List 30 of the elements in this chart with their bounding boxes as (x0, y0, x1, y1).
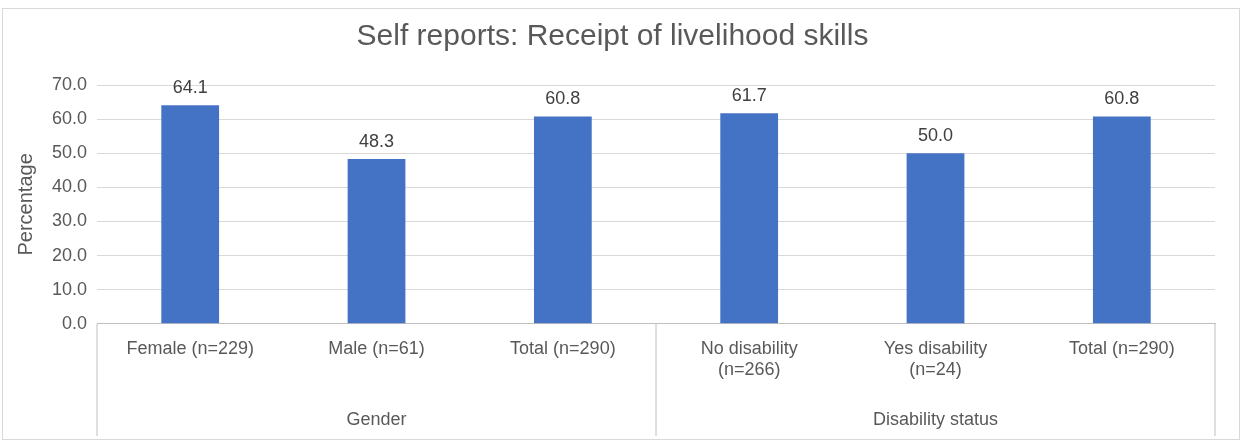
y-tick-label: 40.0 (51, 176, 88, 197)
y-tick-label: 60.0 (51, 108, 88, 129)
x-tick-label: Total (n=290) (1069, 337, 1175, 358)
y-tick-label: 50.0 (51, 142, 88, 163)
bar (161, 105, 220, 324)
bar (720, 113, 779, 324)
y-tick-label: 20.0 (51, 244, 88, 265)
bar (533, 116, 592, 324)
y-tick-label: 70.0 (51, 73, 88, 94)
bar (347, 159, 406, 324)
y-tick-label: 0.0 (62, 312, 88, 333)
x-tick-label: Yes disability (n=24) (883, 337, 988, 380)
data-label: 61.7 (731, 85, 767, 106)
x-tick-label: No disability (n=266) (700, 337, 798, 380)
chart-title: Self reports: Receipt of livelihood skills (356, 18, 869, 52)
bar (1092, 116, 1151, 324)
data-label: 60.8 (1104, 88, 1140, 109)
y-tick-label: 10.0 (51, 278, 88, 299)
text: Disability status (872, 408, 999, 429)
data-label: 64.1 (172, 77, 208, 98)
text: Gender (346, 408, 407, 429)
data-label: 48.3 (359, 131, 395, 151)
data-label: 60.8 (545, 88, 581, 109)
x-tick-label: Male (n=61) (328, 337, 425, 358)
y-axis-title: Percentage (13, 153, 36, 256)
y-tick-label: 30.0 (51, 210, 88, 231)
bar (906, 153, 965, 324)
data-label: 50.0 (917, 125, 954, 146)
x-tick-label: Female (n=229) (126, 337, 254, 358)
x-tick-label: Total (n=290) (510, 337, 616, 358)
